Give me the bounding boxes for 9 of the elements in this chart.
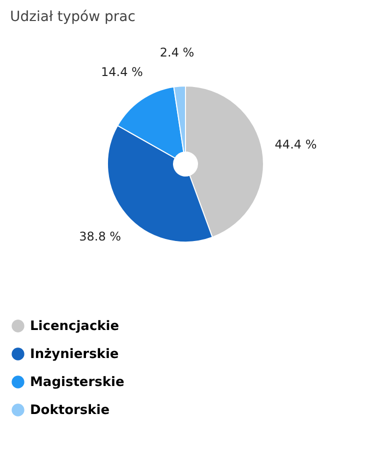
data-label: 2.4 %	[160, 45, 194, 60]
data-label: 14.4 %	[100, 64, 143, 79]
legend-label: Magisterskie	[30, 375, 124, 390]
data-label: 44.4 %	[274, 137, 317, 152]
chart-title: Udział typów prac	[10, 9, 136, 25]
data-label: 38.8 %	[79, 229, 122, 244]
legend-label: Doktorskie	[30, 403, 110, 418]
legend-label: Licencjackie	[30, 319, 120, 334]
legend-label: Inżynierskie	[30, 347, 119, 362]
